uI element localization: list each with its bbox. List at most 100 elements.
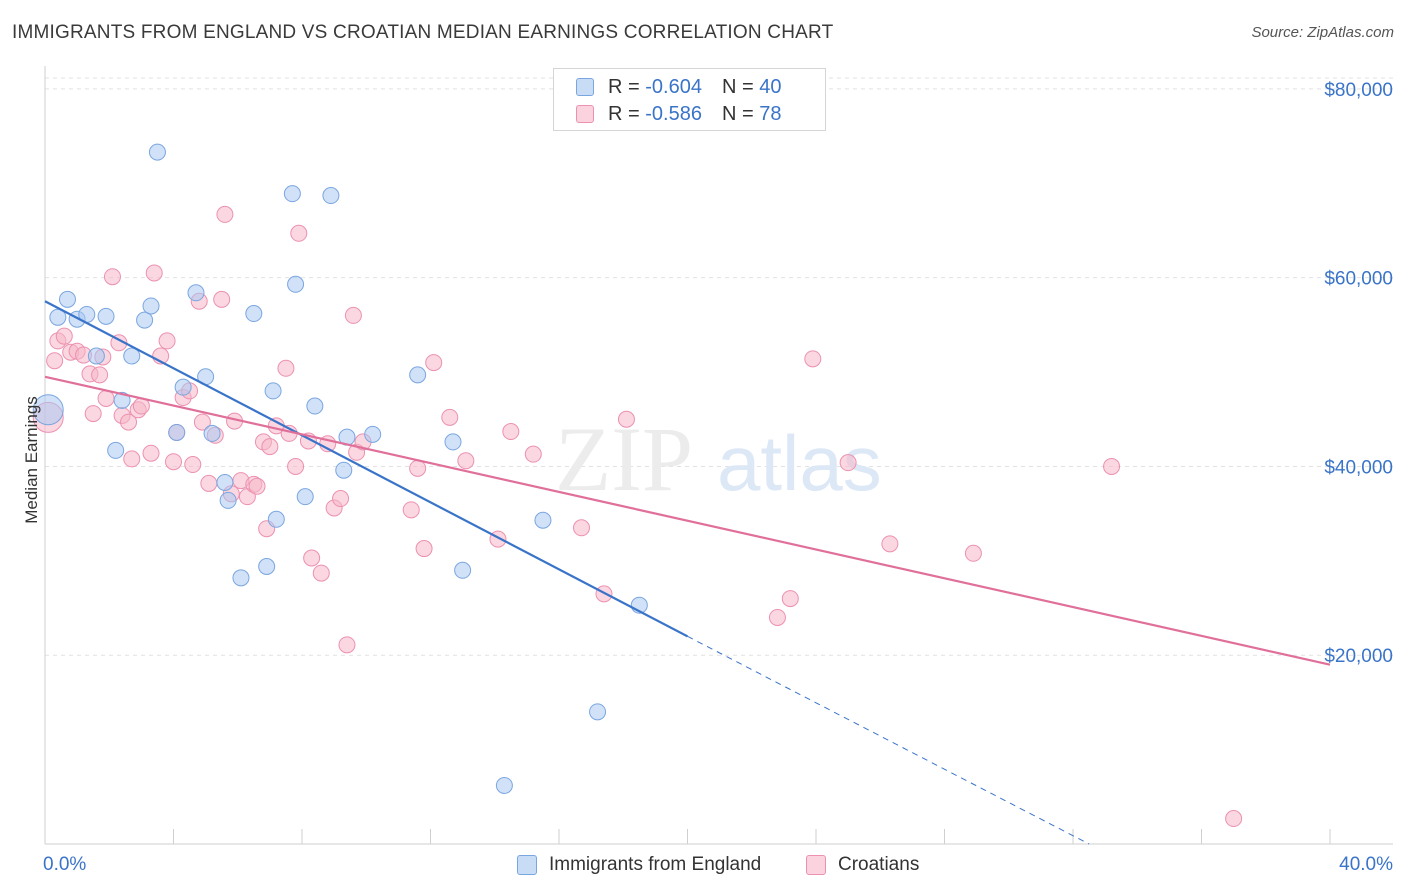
- croatian-point: [277, 359, 295, 377]
- croatian-point: [248, 477, 266, 495]
- croatian-point: [290, 224, 308, 242]
- croatian-point: [46, 352, 64, 370]
- x-tick-label: 40.0%: [1339, 854, 1393, 875]
- england-point: [49, 308, 67, 326]
- y-tick-label: $20,000: [1324, 646, 1393, 667]
- croatian-point: [781, 590, 799, 608]
- england-point: [495, 776, 513, 794]
- croatian-point: [261, 438, 279, 456]
- croatian-point: [344, 306, 362, 324]
- source-credit[interactable]: Source: ZipAtlas.com: [1251, 24, 1394, 41]
- legend-n-value: 78: [759, 102, 782, 125]
- england-point: [287, 275, 305, 293]
- croatian-point: [768, 608, 786, 626]
- england-point: [136, 311, 154, 329]
- legend-swatch-england: [576, 78, 594, 96]
- england-point: [107, 441, 125, 459]
- england-point: [444, 433, 462, 451]
- legend-n-label: N =: [721, 75, 760, 98]
- england-point: [87, 347, 105, 365]
- correlation-legend: R = -0.604 N = 40 R = -0.586 N = 78: [553, 68, 826, 131]
- croatian-point: [165, 453, 182, 471]
- croatian-point: [142, 444, 160, 462]
- croatian-point: [158, 332, 176, 350]
- croatian-point: [200, 474, 218, 492]
- england-point: [148, 143, 166, 161]
- croatian-point: [145, 264, 163, 282]
- england-point: [409, 366, 427, 384]
- england-point: [258, 557, 276, 575]
- england-point: [364, 425, 382, 443]
- england-point: [306, 397, 324, 415]
- croatian-point: [425, 354, 443, 372]
- england-point: [168, 423, 186, 441]
- england-point: [283, 185, 301, 203]
- croatian-point: [415, 540, 433, 558]
- england-point: [454, 561, 472, 579]
- legend-n-label: N =: [721, 102, 760, 125]
- bottom-swatch-england: [517, 855, 537, 875]
- croatian-point: [881, 535, 899, 553]
- legend-r-label: R =: [608, 75, 646, 98]
- croatian-point: [524, 445, 542, 463]
- croatian-point: [457, 452, 475, 470]
- england-point: [296, 488, 314, 506]
- chart-title: IMMIGRANTS FROM ENGLAND VS CROATIAN MEDI…: [12, 22, 834, 43]
- croatian-point: [97, 389, 115, 407]
- england-point: [232, 569, 250, 587]
- legend-r-label: R =: [608, 102, 646, 125]
- england-point: [187, 284, 205, 302]
- croatian-point: [287, 457, 305, 475]
- legend-swatch-croatians: [576, 105, 594, 123]
- croatian-point: [617, 410, 635, 428]
- england-point: [203, 424, 221, 442]
- croatian-point: [55, 327, 73, 345]
- england-point: [97, 307, 115, 325]
- croatian-point: [312, 564, 330, 582]
- croatian-point: [193, 413, 211, 431]
- england-trend-extension: [687, 635, 1090, 845]
- croatian-point: [303, 549, 321, 567]
- croatian-point: [964, 544, 982, 562]
- england-point: [174, 378, 192, 396]
- croatian-point: [1225, 810, 1243, 828]
- croatian-point: [84, 405, 102, 423]
- y-tick-label: $80,000: [1324, 80, 1393, 101]
- croatian-point: [502, 423, 520, 441]
- england-point: [534, 511, 552, 529]
- england-point: [219, 491, 237, 509]
- england-point: [267, 510, 285, 528]
- bottom-legend-croatians[interactable]: Croatians: [806, 852, 919, 878]
- legend-r-value: -0.586: [645, 102, 702, 125]
- bottom-swatch-croatians: [806, 855, 826, 875]
- croatian-point: [402, 501, 420, 519]
- croatian-point: [1103, 457, 1121, 475]
- axes: [44, 66, 1393, 845]
- england-point: [58, 290, 76, 308]
- croatian-trend-line: [44, 375, 1331, 666]
- watermark-atlas: atlas: [717, 419, 882, 507]
- croatian-point: [572, 519, 590, 537]
- bottom-legend-label-croatians: Croatians: [838, 854, 920, 875]
- y-axis-label: Median Earnings: [22, 396, 41, 524]
- watermark: ZIP atlas: [555, 408, 882, 510]
- tick-labels: $20,000 $40,000 $60,000 $80,000 0.0% 40.0%: [43, 80, 1393, 875]
- y-tick-label: $60,000: [1324, 269, 1393, 290]
- croatian-point: [804, 350, 822, 368]
- england-point: [245, 305, 263, 323]
- legend-row-england: R = -0.604 N = 40: [576, 75, 781, 99]
- england-point: [589, 703, 607, 721]
- england-point: [322, 187, 340, 205]
- croatian-point: [216, 205, 234, 223]
- england-point: [216, 473, 234, 491]
- bottom-legend-england[interactable]: Immigrants from England: [517, 852, 761, 878]
- croatian-point: [332, 490, 350, 508]
- croatian-point: [123, 450, 141, 468]
- england-point: [113, 391, 131, 409]
- legend-r-value: -0.604: [645, 75, 702, 98]
- england-point: [335, 461, 353, 479]
- croatian-point: [338, 636, 356, 654]
- croatian-point: [103, 268, 121, 286]
- bottom-legend-label-england: Immigrants from England: [549, 854, 762, 875]
